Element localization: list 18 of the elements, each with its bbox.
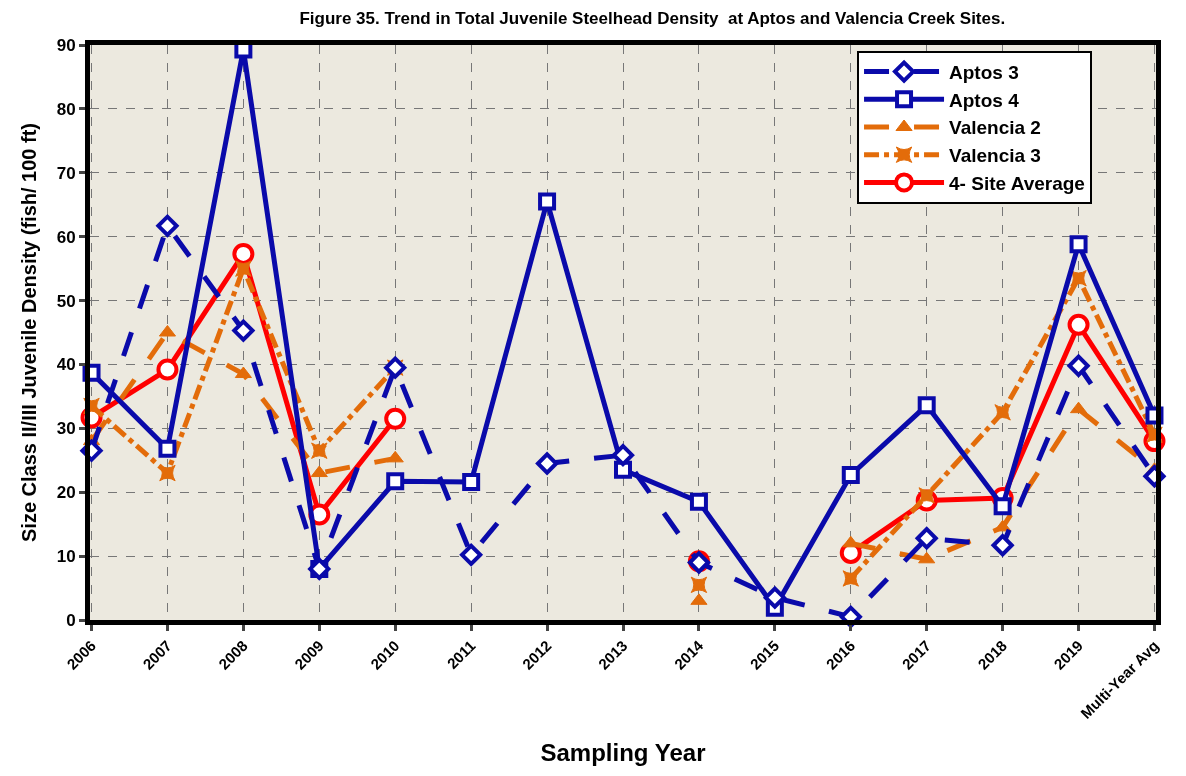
y-tick-label: 0: [66, 610, 76, 630]
y-tick-label: 60: [56, 227, 76, 247]
y-tick-label: 40: [56, 355, 76, 375]
x-axis-title: Sampling Year: [540, 739, 706, 767]
y-tick-label: 80: [56, 99, 76, 119]
y-tick-label: 10: [56, 547, 76, 567]
chart-title: Figure 35. Trend in Total Juvenile Steelhead Density at Aptos and Valencia Creek Sites.: [299, 8, 1006, 28]
legend-label: Aptos 3: [949, 62, 1019, 84]
legend-label: Aptos 4: [949, 89, 1020, 111]
legend-label: Valencia 3: [949, 145, 1041, 167]
legend-label: Valencia 2: [949, 117, 1041, 139]
legend-label: 4- Site Average: [949, 172, 1085, 194]
y-axis-title: Size Class II/III Juvenile Density (fish/ 100 ft): [18, 122, 40, 543]
y-tick-label: 70: [56, 163, 76, 183]
y-tick-label: 20: [56, 483, 76, 503]
y-tick-label: 50: [56, 291, 76, 311]
y-tick-label: 90: [56, 35, 76, 55]
y-tick-label: 30: [56, 419, 76, 439]
